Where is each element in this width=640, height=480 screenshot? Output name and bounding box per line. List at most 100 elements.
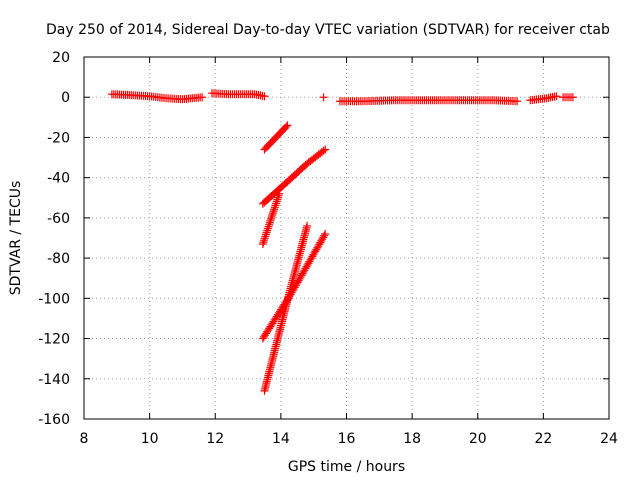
data-point <box>263 226 272 235</box>
data-point <box>303 261 312 270</box>
data-point <box>299 267 308 276</box>
x-axis-label: GPS time / hours <box>288 459 405 475</box>
y-tick-label: -100 <box>38 291 70 307</box>
x-tick-label: 10 <box>141 431 159 447</box>
data-point <box>307 254 316 263</box>
data-point <box>552 92 561 101</box>
x-tick-label: 24 <box>600 431 618 447</box>
data-point <box>321 145 330 154</box>
data-point <box>290 283 299 292</box>
x-tick-label: 20 <box>469 431 487 447</box>
data-point <box>265 220 274 229</box>
data-point <box>288 286 297 295</box>
data-point <box>271 201 280 210</box>
data-point <box>316 238 325 247</box>
data-point <box>258 240 267 249</box>
data-point <box>308 252 317 261</box>
data-point <box>313 243 322 252</box>
data-point <box>319 233 328 242</box>
data-point <box>267 212 276 221</box>
data-point <box>263 224 272 233</box>
data-point <box>319 93 328 102</box>
data-point <box>317 236 326 245</box>
data-point <box>305 257 314 266</box>
data-point <box>274 191 283 200</box>
data-point <box>273 193 282 202</box>
data-point <box>275 189 284 198</box>
data-point <box>259 238 268 247</box>
y-tick-label: 20 <box>52 50 70 66</box>
data-point <box>289 285 298 294</box>
data-point <box>293 278 302 287</box>
data-point <box>286 290 295 299</box>
data-point <box>272 199 281 208</box>
data-point <box>303 221 312 230</box>
x-tick-label: 16 <box>338 431 356 447</box>
x-tick-label: 22 <box>534 431 552 447</box>
data-point <box>306 255 315 264</box>
data-point <box>309 250 318 259</box>
y-tick-label: -120 <box>38 332 70 348</box>
data-point <box>262 228 271 237</box>
data-points <box>107 89 577 395</box>
y-tick-label: -160 <box>38 412 70 428</box>
data-point <box>287 288 296 297</box>
data-point <box>198 93 207 102</box>
data-point <box>311 247 320 256</box>
data-point <box>267 214 276 223</box>
data-point <box>297 271 306 280</box>
data-point <box>568 93 577 102</box>
data-point <box>272 197 281 206</box>
data-point <box>260 234 269 243</box>
chart-title: Day 250 of 2014, Sidereal Day-to-day VTE… <box>46 22 610 38</box>
y-tick-label: -40 <box>47 171 70 187</box>
data-point <box>294 276 303 285</box>
data-point <box>321 229 330 238</box>
y-tick-label: -140 <box>38 372 70 388</box>
y-tick-label: -20 <box>47 130 70 146</box>
data-point <box>264 222 273 231</box>
data-point <box>312 245 321 254</box>
x-tick-label: 14 <box>272 431 290 447</box>
data-point <box>270 205 279 214</box>
x-tick-label: 8 <box>80 431 89 447</box>
y-tick-label: 0 <box>61 90 70 106</box>
data-point <box>310 248 319 257</box>
axis-ticks: 8 10 12 14 16 18 20 22 24 20 0 -20 -40 -60 -80 -100 -120… <box>38 50 618 447</box>
grid-lines <box>84 57 609 419</box>
data-point <box>314 242 323 251</box>
data-point <box>292 279 301 288</box>
data-point <box>300 266 309 275</box>
data-point <box>268 209 277 218</box>
data-point <box>270 203 279 212</box>
data-point <box>320 231 329 240</box>
data-point <box>266 216 275 225</box>
data-point <box>315 240 324 249</box>
data-point <box>318 235 327 244</box>
data-point <box>269 207 278 216</box>
y-tick-label: -80 <box>47 251 70 267</box>
data-point <box>298 269 307 278</box>
data-point <box>268 211 277 220</box>
y-tick-label: -60 <box>47 211 70 227</box>
data-point <box>301 264 310 273</box>
data-point <box>302 262 311 271</box>
x-tick-label: 18 <box>403 431 421 447</box>
x-tick-label: 12 <box>206 431 224 447</box>
data-point <box>513 97 522 106</box>
data-point <box>265 218 274 227</box>
data-point <box>260 236 269 245</box>
data-point <box>296 273 305 282</box>
y-axis-label: SDTVAR / TECUs <box>8 181 24 296</box>
data-point <box>319 146 328 155</box>
data-point <box>261 232 270 241</box>
data-point <box>273 195 282 204</box>
data-point <box>283 121 292 130</box>
data-point <box>261 230 270 239</box>
data-point <box>285 292 294 301</box>
data-point <box>304 259 313 268</box>
data-point <box>260 92 269 101</box>
data-point <box>295 274 304 283</box>
data-point <box>282 122 291 131</box>
